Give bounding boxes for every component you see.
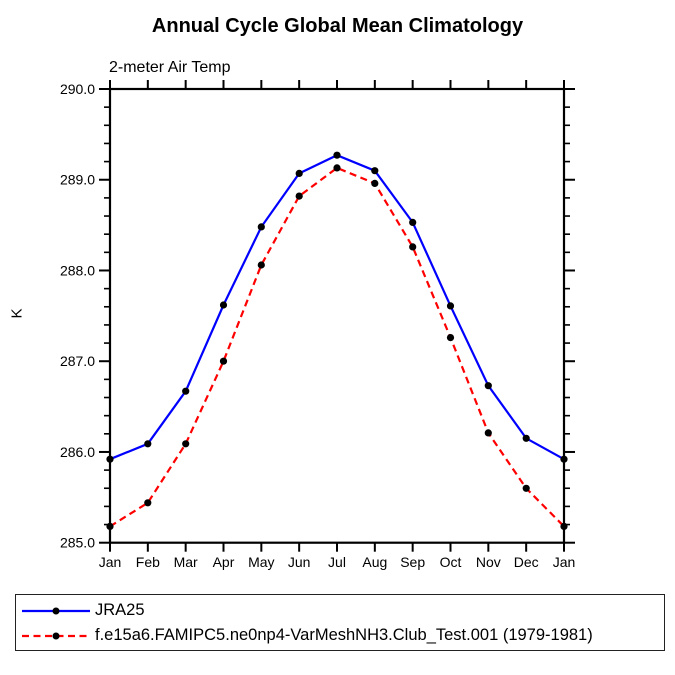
svg-text:Mar: Mar (174, 554, 198, 570)
jra25-line-sample (22, 607, 90, 614)
legend-item-jra25: JRA25 (20, 598, 664, 623)
chart-subtitle: 2-meter Air Temp (109, 59, 231, 76)
svg-text:Dec: Dec (514, 554, 539, 570)
svg-text:285.0: 285.0 (60, 535, 95, 551)
svg-text:289.0: 289.0 (60, 172, 95, 188)
svg-text:Feb: Feb (136, 554, 160, 570)
svg-text:Jan: Jan (99, 554, 122, 570)
svg-text:288.0: 288.0 (60, 262, 95, 278)
svg-text:Oct: Oct (440, 554, 462, 570)
legend-label-jra25: JRA25 (95, 601, 145, 619)
svg-text:May: May (248, 554, 274, 570)
svg-text:Jun: Jun (288, 554, 311, 570)
legend-item-model: f.e15a6.FAMIPC5.ne0np4-VarMeshNH3.Club_T… (20, 623, 664, 648)
model-line-sample (22, 632, 90, 639)
svg-text:Jul: Jul (328, 554, 346, 570)
svg-text:286.0: 286.0 (60, 444, 95, 460)
svg-text:Jan: Jan (553, 554, 576, 570)
legend-label-model: f.e15a6.FAMIPC5.ne0np4-VarMeshNH3.Club_T… (95, 626, 593, 644)
svg-text:287.0: 287.0 (60, 353, 95, 369)
svg-text:Sep: Sep (400, 554, 425, 570)
svg-text:Nov: Nov (476, 554, 501, 570)
legend-box: JRA25 f.e15a6.FAMIPC5.ne0np4-VarMeshNH3.… (15, 594, 665, 651)
chart-title: Annual Cycle Global Mean Climatology (151, 15, 524, 37)
svg-text:290.0: 290.0 (60, 81, 95, 97)
svg-text:Aug: Aug (362, 554, 387, 570)
svg-text:Apr: Apr (213, 554, 235, 570)
